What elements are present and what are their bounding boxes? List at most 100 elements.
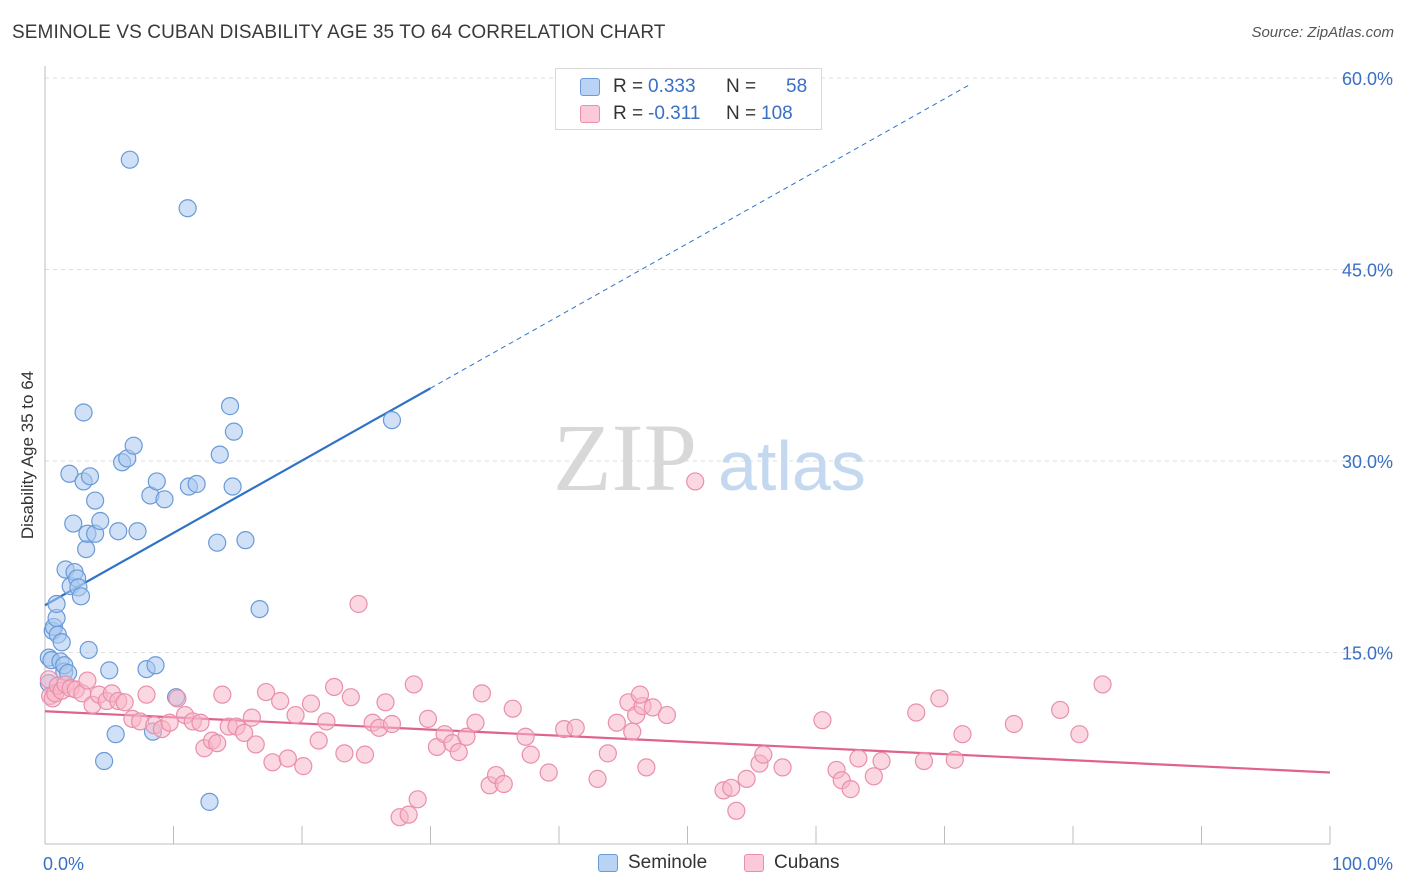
data-point [841,780,860,799]
data-point [317,712,336,731]
data-point [630,685,650,704]
data-point [95,751,114,771]
data-point [657,705,677,725]
data-point [271,691,290,711]
data-point [208,533,227,552]
r-label: R = [613,103,644,124]
legend-row-cubans: R = -0.311 N = 108 [556,100,821,128]
data-point [722,778,741,797]
data-point [106,725,125,744]
data-point [449,742,468,762]
data-point [566,718,585,737]
series-cubans [39,472,1112,827]
data-point [1070,725,1089,744]
tick-labels: 15.0% 30.0% 45.0% 60.0% 0.0% 100.0% [43,69,1393,874]
data-point [813,711,832,730]
y-axis-label: Disability Age 35 to 64 [18,370,37,540]
data-points [39,150,1112,827]
data-point [521,745,540,764]
data-point [294,757,313,776]
data-point [503,699,522,718]
data-point [115,693,134,712]
watermark-zip: ZIP [553,404,697,511]
data-point [953,725,972,744]
data-point [349,594,368,614]
seminole-legend-swatch [598,854,618,872]
data-point [773,758,792,777]
data-point [91,511,110,531]
data-point [1093,675,1112,694]
data-point [325,677,344,697]
data-point [472,684,491,703]
data-point [914,751,934,771]
source-label: Source: ZipAtlas.com [1251,24,1394,41]
y-tick-label: 45.0% [1342,261,1393,281]
r-label: R = [613,76,644,97]
data-point [335,744,354,763]
x-tick-label: 0.0% [43,854,84,874]
data-point [124,436,143,455]
data-point [250,599,269,619]
data-point [623,722,642,741]
chart-title: SEMINOLE VS CUBAN DISABILITY AGE 35 TO 6… [12,22,666,43]
data-point [516,727,535,746]
cubans-legend-label: Cubans [774,852,840,873]
data-point [178,199,197,218]
data-point [286,705,305,725]
y-tick-label: 60.0% [1342,69,1393,89]
data-point [404,675,423,694]
data-point [236,531,255,550]
data-point [77,539,96,559]
data-point [864,767,883,786]
data-point [598,744,617,763]
data-point [727,801,746,820]
data-point [242,708,261,727]
n-label: N = [726,103,757,124]
n-label: N = [726,76,757,97]
cubans-swatch [580,105,600,123]
data-point [737,769,756,788]
data-point [376,693,395,712]
data-point [200,792,219,811]
seminole-swatch [580,78,600,96]
y-tick-label: 30.0% [1342,452,1393,472]
data-point [382,411,402,430]
data-point [71,587,91,606]
data-point [60,464,79,483]
data-point [607,713,626,732]
data-point [86,491,105,510]
watermark: ZIP atlas [553,404,866,511]
data-point [100,661,119,680]
data-point [223,477,242,496]
data-point [109,522,128,541]
data-point [263,753,282,772]
data-point [256,682,276,702]
data-point [278,749,297,768]
data-point [220,397,240,416]
data-point [457,727,476,746]
data-point [399,805,418,824]
y-tick-label: 15.0% [1342,644,1393,664]
n-value-seminole: 58 [786,76,808,97]
data-point [643,698,662,717]
data-point [160,713,179,732]
correlation-legend: R = 0.333 N = 58 R = -0.311 N = 108 [555,68,822,130]
series-seminole [39,150,402,811]
trend-line [44,387,432,607]
data-point [686,472,705,491]
data-point [213,685,232,704]
data-point [235,723,254,743]
data-point [872,751,891,771]
cubans-legend-swatch [744,854,764,872]
data-point [1051,700,1070,720]
n-value-cubans: 108 [761,103,793,124]
data-point [47,594,66,614]
data-point [64,514,83,533]
data-point [301,694,321,713]
data-point [210,445,229,464]
data-point [208,734,227,753]
data-point [754,745,773,764]
data-point [930,689,949,708]
data-point [137,685,156,704]
data-point [382,714,402,734]
